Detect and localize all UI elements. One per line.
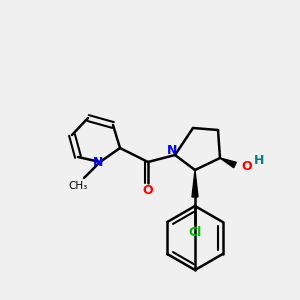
Text: O: O [242,160,252,172]
Text: Cl: Cl [188,226,202,239]
Text: O: O [143,184,153,197]
Text: H: H [254,154,264,167]
Polygon shape [192,170,198,197]
Polygon shape [220,158,236,168]
Text: N: N [93,155,103,169]
Text: N: N [167,145,177,158]
Text: CH₃: CH₃ [68,181,88,191]
